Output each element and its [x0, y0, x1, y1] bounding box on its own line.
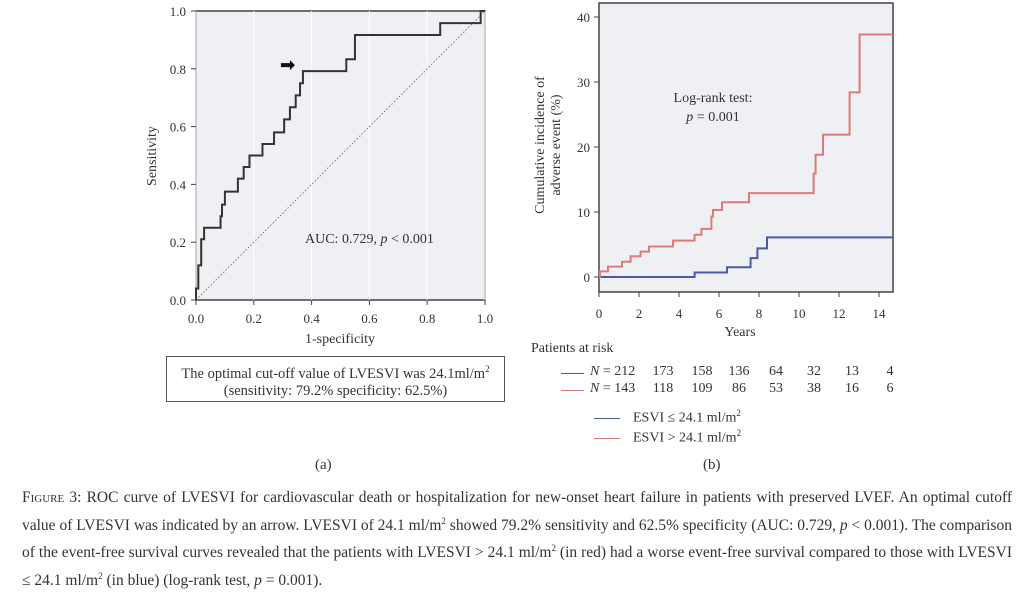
- cutoff-line-1: The optimal cut-off value of LVESVI was …: [181, 364, 490, 382]
- roc-chart: 0.0 0.2 0.4 0.6 0.8 1.0 0.0 0.2 0.4 0.6 0.8 1.0 AUC…: [145, 4, 493, 347]
- km-chart: 0 2 4 6 8 10 12 14 0 10 20 30 40 Log-rank test: p = …: [533, 2, 894, 340]
- legend-red-swatch: [594, 438, 620, 439]
- km-x-tick-label: 14: [873, 306, 887, 321]
- risk-value: 136: [728, 364, 750, 379]
- risk-row-red-n: N = 143: [590, 381, 636, 396]
- roc-y-tick-label: 0.8: [170, 62, 186, 77]
- roc-curve-line: [195, 10, 485, 300]
- km-plot-area: [598, 2, 894, 293]
- km-y-tick-label: 20: [577, 140, 590, 155]
- roc-x-tick-label: 0.6: [361, 311, 378, 326]
- km-y-tick-label: 40: [577, 10, 590, 25]
- km-annotation-line-2: p = 0.001: [685, 110, 739, 125]
- roc-x-tick-label: 1.0: [477, 311, 493, 326]
- km-x-tick-label: 4: [676, 306, 683, 321]
- roc-x-tick-label: 0.0: [188, 311, 204, 326]
- roc-y-tick-label: 1.0: [170, 4, 186, 19]
- roc-x-tick-label: 0.2: [246, 311, 262, 326]
- km-series-low-esvi-line: [599, 236, 893, 278]
- risk-value: 118: [652, 381, 674, 396]
- risk-row-blue-line: [561, 373, 584, 374]
- km-x-tick-label: 2: [636, 306, 643, 321]
- km-y-axis-label-line-2: adverse event (%): [549, 94, 564, 195]
- km-x-tick-label: 0: [596, 306, 603, 321]
- roc-y-tick-label: 0.0: [170, 293, 186, 308]
- km-x-tick-label: 6: [716, 306, 723, 321]
- km-annotation-line-1: Log-rank test:: [674, 91, 753, 106]
- risk-value: 38: [807, 381, 821, 396]
- legend-red-label: ESVI > 24.1 ml/m2: [633, 428, 742, 446]
- km-x-tick-label: 10: [793, 306, 806, 321]
- risk-value: 86: [732, 381, 746, 396]
- legend-blue-label: ESVI ≤ 24.1 ml/m2: [633, 408, 741, 426]
- km-x-tick-label: 8: [756, 306, 763, 321]
- roc-auc-annotation: AUC: 0.729, p < 0.001: [305, 232, 434, 247]
- risk-row-red-line: [561, 390, 584, 391]
- panel-a-label: (a): [315, 457, 332, 473]
- panel-b-label: (b): [703, 457, 721, 473]
- roc-y-tick-label: 0.6: [170, 120, 187, 135]
- risk-value: 32: [807, 364, 821, 379]
- figure-caption: Figure 3: ROC curve of LVESVI for cardio…: [22, 489, 1012, 589]
- roc-x-axis-label: 1-specificity: [305, 332, 375, 347]
- risk-value: 4: [886, 364, 894, 379]
- risk-value: 158: [691, 364, 713, 379]
- risk-value: 6: [886, 381, 894, 396]
- km-y-tick-label: 10: [577, 205, 590, 220]
- roc-x-tick-label: 0.4: [303, 311, 320, 326]
- risk-value: 53: [769, 381, 783, 396]
- km-series-high-esvi-line: [599, 33, 893, 278]
- roc-y-tick-label: 0.4: [170, 177, 187, 192]
- km-x-tick-label: 12: [833, 306, 846, 321]
- cutoff-arrow-icon: [280, 60, 295, 71]
- optimal-cutoff-box: The optimal cut-off value of LVESVI was …: [166, 356, 505, 402]
- risk-value: 109: [691, 381, 713, 396]
- km-y-tick-label: 0: [584, 270, 591, 285]
- roc-y-axis-label: Sensitivity: [145, 126, 160, 186]
- risk-value: 16: [845, 381, 859, 396]
- risk-row-blue-n: N = 212: [590, 364, 636, 379]
- legend-blue-swatch: [594, 418, 620, 419]
- cutoff-line-2: (sensitivity: 79.2% specificity: 62.5%): [223, 382, 448, 399]
- risk-table-title: Patients at risk: [531, 341, 614, 356]
- roc-x-tick-label: 0.8: [419, 311, 435, 326]
- roc-reference-diagonal: [195, 10, 486, 301]
- risk-value: 64: [769, 364, 783, 379]
- risk-value: 13: [845, 364, 859, 379]
- km-x-axis-label: Years: [724, 325, 755, 340]
- risk-value: 173: [652, 364, 674, 379]
- km-y-tick-label: 30: [577, 75, 590, 90]
- km-y-axis-label-line-1: Cumulative incidence of: [533, 76, 548, 214]
- roc-y-tick-label: 0.2: [170, 235, 186, 250]
